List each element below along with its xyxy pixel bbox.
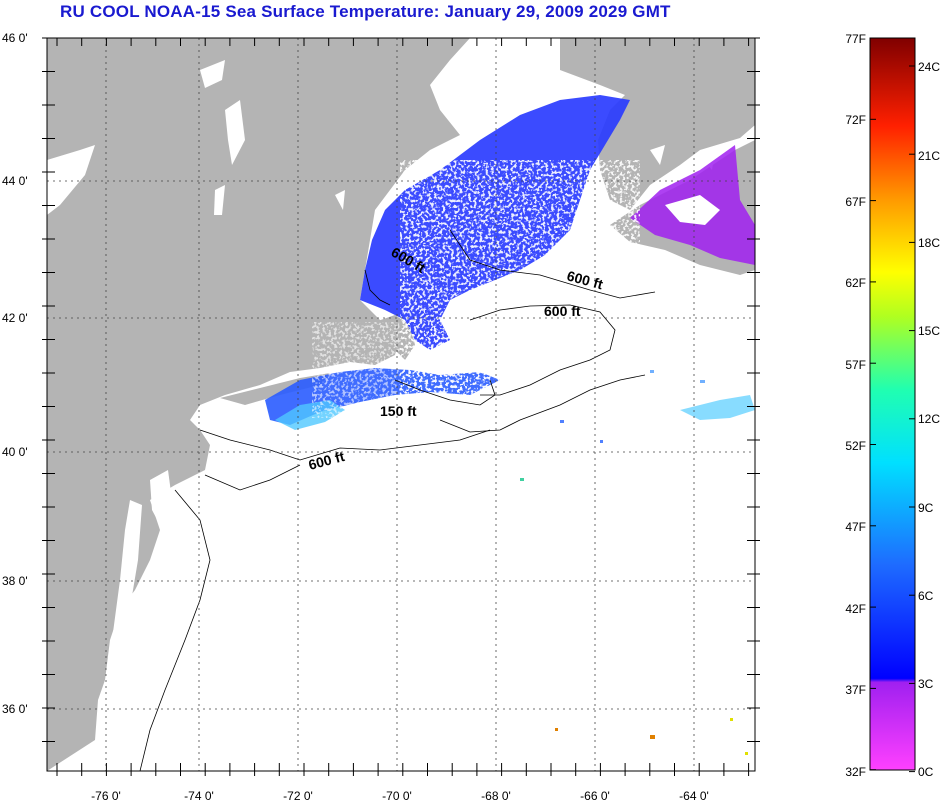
lon-labels: -76 0' -74 0' -72 0' -70 0' -68 0' -66 0… xyxy=(91,789,709,803)
colorbar-f-label: 57F xyxy=(845,358,866,372)
colorbar-c-label: 6C xyxy=(918,589,934,603)
sst-speckles xyxy=(520,370,748,755)
lon-label: -68 0' xyxy=(481,789,511,803)
colorbar-f-label: 32F xyxy=(845,765,866,779)
colorbar-c-label: 21C xyxy=(918,149,940,163)
colorbar-c-label: 3C xyxy=(918,677,934,691)
sst-shelf-cyan xyxy=(275,400,345,430)
land-mainland xyxy=(47,38,470,771)
sst-offshore-east xyxy=(680,395,755,420)
graticule xyxy=(47,38,755,771)
lon-label: -74 0' xyxy=(184,789,214,803)
sst-nova-scotia-gap xyxy=(665,195,720,225)
lat-label: 42 0' xyxy=(2,311,28,325)
lat-label: 46 0' xyxy=(2,31,28,45)
colorbar-c-label: 24C xyxy=(918,60,940,74)
colorbar-f-label: 62F xyxy=(845,276,866,290)
inland-lakes xyxy=(47,60,715,215)
colorbar-f-label: 47F xyxy=(845,520,866,534)
contour-label-600ft-bank: 600 ft xyxy=(544,303,581,319)
colorbar-c-label: 15C xyxy=(918,324,940,338)
land-canada xyxy=(560,38,755,210)
colorbar-f-label: 42F xyxy=(845,602,866,616)
map-frame xyxy=(46,37,756,772)
lat-label: 40 0' xyxy=(2,445,28,459)
map-title: RU COOL NOAA-15 Sea Surface Temperature:… xyxy=(60,2,671,21)
colorbar-c-label: 0C xyxy=(918,765,934,779)
colorbar-f-label: 37F xyxy=(845,683,866,697)
lon-label: -76 0' xyxy=(91,789,121,803)
lat-label: 36 0' xyxy=(2,702,28,716)
colorbar-c-label: 18C xyxy=(918,236,940,250)
colorbar: 77F 72F 67F 62F 57F 52F 47F 42F 37F 32F … xyxy=(845,32,940,779)
colorbar-f-label: 72F xyxy=(845,113,866,127)
lon-label: -66 0' xyxy=(580,789,610,803)
lon-label: -64 0' xyxy=(679,789,709,803)
lat-label: 44 0' xyxy=(2,174,28,188)
colorbar-f-label: 52F xyxy=(845,439,866,453)
bathymetry-contours xyxy=(139,229,656,771)
delaware-bay xyxy=(150,470,172,525)
colorbar-c-label: 9C xyxy=(918,501,934,515)
lat-labels: 46 0' 44 0' 42 0' 40 0' 38 0' 36 0' xyxy=(2,31,28,716)
colorbar-gradient xyxy=(869,37,916,771)
chesapeake-bay xyxy=(108,500,142,700)
colorbar-f-label: 67F xyxy=(845,195,866,209)
colorbar-f-label: 77F xyxy=(845,32,866,46)
contour-label-150ft: 150 ft xyxy=(380,403,417,419)
tick-marks xyxy=(42,37,760,776)
lon-label: -70 0' xyxy=(382,789,412,803)
colorbar-c-label: 12C xyxy=(918,412,940,426)
lat-label: 38 0' xyxy=(2,574,28,588)
lon-label: -72 0' xyxy=(283,789,313,803)
